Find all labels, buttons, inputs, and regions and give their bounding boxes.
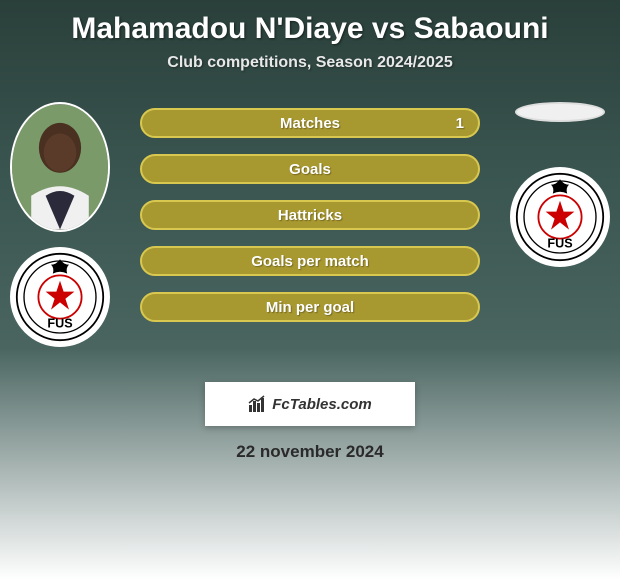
stat-right-value: 1 (456, 115, 464, 132)
page-subtitle: Club competitions, Season 2024/2025 (0, 54, 620, 72)
stat-label: Goals per match (251, 253, 369, 270)
stat-bar-matches: Matches 1 (140, 108, 480, 138)
player-right-avatar (515, 102, 605, 122)
player-left-column: FUS (10, 102, 110, 347)
stat-bar-hattricks: Hattricks (140, 200, 480, 230)
stat-bar-goals-per-match: Goals per match (140, 246, 480, 276)
svg-text:FUS: FUS (47, 317, 72, 331)
stat-bar-goals: Goals (140, 154, 480, 184)
stats-list: Matches 1 Goals Hattricks Goals per matc… (140, 102, 480, 322)
player-left-club-logo: FUS (10, 247, 110, 347)
date-text: 22 november 2024 (0, 442, 620, 462)
attribution-text: FcTables.com (272, 396, 371, 413)
player-right-column: FUS (510, 102, 610, 267)
player-left-avatar (10, 102, 110, 232)
attribution-box: FcTables.com (205, 382, 415, 426)
player-right-club-logo: FUS (510, 167, 610, 267)
stat-label: Hattricks (278, 207, 342, 224)
stat-bar-min-per-goal: Min per goal (140, 292, 480, 322)
stat-label: Matches (280, 115, 340, 132)
page-title: Mahamadou N'Diaye vs Sabaouni (0, 0, 620, 46)
attribution-icon (248, 395, 266, 413)
svg-text:FUS: FUS (547, 237, 572, 251)
stat-label: Goals (289, 161, 331, 178)
comparison-content: FUS FUS Matches 1 Goals Hattricks (0, 102, 620, 462)
stat-label: Min per goal (266, 299, 354, 316)
